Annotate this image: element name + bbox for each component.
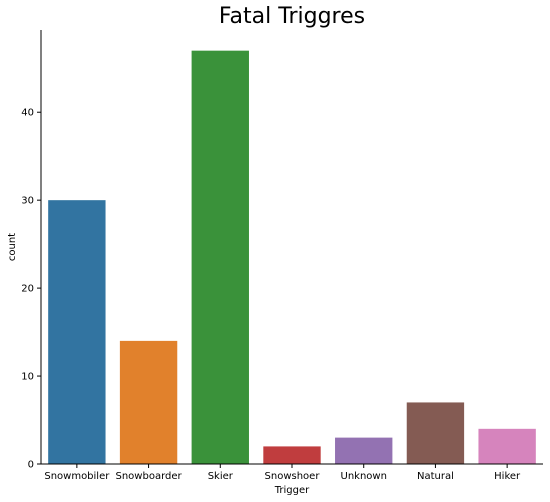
x-tick-label: Skier [208,471,234,482]
x-axis: Snowmobiler Snowboarder Skier Snowshoer Unkn… [44,464,521,482]
y-tick-label: 20 [21,284,34,295]
x-tick-label: Snowshoer [265,471,321,482]
x-tick-label: Snowmobiler [44,471,110,482]
y-axis-label: count [7,233,18,261]
x-tick-label: Unknown [341,471,387,482]
x-tick-label: Snowboarder [116,471,183,482]
bar-unknown [335,437,393,464]
y-tick-label: 40 [21,108,34,119]
chart-title: Fatal Triggres [219,4,365,29]
bar-natural [406,402,465,464]
y-tick-label: 0 [28,460,34,471]
x-tick-label: Natural [417,471,454,482]
bar-snowboarder [119,340,178,464]
y-tick-label: 30 [21,196,34,207]
bar-hiker [478,428,536,464]
y-axis: 0 10 20 30 40 [21,108,41,471]
x-axis-label: Trigger [274,485,310,496]
y-tick-label: 10 [21,372,34,383]
bars-group [48,50,536,465]
x-tick-label: Hiker [494,471,521,482]
bar-snowshoer [263,446,321,464]
bar-skier [191,50,249,465]
bar-snowmobiler [48,200,106,464]
